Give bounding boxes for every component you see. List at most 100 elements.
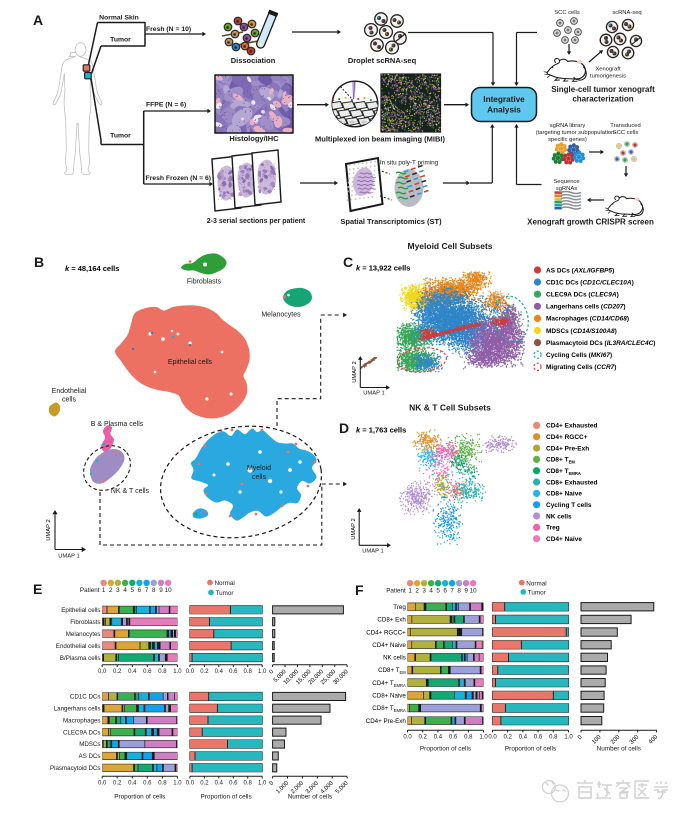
svg-text:0.6: 0.6	[229, 669, 238, 675]
svg-text:NK cells: NK cells	[546, 513, 572, 520]
svg-text:Spatial Transcriptomics (ST): Spatial Transcriptomics (ST)	[340, 217, 442, 226]
svg-text:CD8+ Exhausted: CD8+ Exhausted	[546, 479, 598, 486]
svg-text:B & Plasma cells: B & Plasma cells	[91, 421, 144, 428]
svg-text:0.8: 0.8	[464, 734, 473, 740]
svg-text:9: 9	[159, 587, 163, 594]
svg-text:0.0: 0.0	[98, 781, 107, 787]
svg-text:1: 1	[102, 587, 106, 594]
svg-text:CD4+ RGCC+: CD4+ RGCC+	[546, 434, 588, 441]
svg-text:6: 6	[443, 587, 447, 594]
svg-text:2: 2	[109, 587, 113, 594]
svg-text:UMAP 1: UMAP 1	[362, 549, 383, 555]
svg-text:200: 200	[610, 734, 622, 746]
svg-text:0.2: 0.2	[200, 669, 209, 675]
svg-text:8: 8	[457, 587, 461, 594]
svg-text:UMAP 2: UMAP 2	[46, 519, 52, 540]
svg-text:100: 100	[591, 734, 603, 746]
svg-text:Treg: Treg	[546, 525, 560, 532]
svg-text:CD8+ TEM: CD8+ TEM	[378, 667, 406, 675]
svg-text:Epithelial cells: Epithelial cells	[168, 359, 213, 366]
svg-text:2-3 serial sections per patien: 2-3 serial sections per patient	[207, 218, 306, 225]
svg-text:sgRNAs: sgRNAs	[556, 186, 577, 192]
svg-text:Melanocytes: Melanocytes	[66, 631, 101, 638]
svg-text:3: 3	[116, 587, 120, 594]
svg-text:0.6: 0.6	[449, 734, 458, 740]
svg-text:0.2: 0.2	[504, 734, 513, 740]
svg-text:AS DCs (AXL/IGFBP5): AS DCs (AXL/IGFBP5)	[546, 267, 614, 274]
svg-text:E: E	[33, 581, 42, 597]
svg-text:UMAP 1: UMAP 1	[363, 391, 384, 397]
svg-text:0.0: 0.0	[186, 781, 195, 787]
svg-text:Xenograft growth CRISPR screen: Xenograft growth CRISPR screen	[527, 218, 654, 227]
svg-text:CD4+ TEMRA: CD4+ TEMRA	[372, 680, 406, 688]
svg-text:Number of cells: Number of cells	[597, 746, 641, 753]
svg-text:CD8+ Exh: CD8+ Exh	[377, 617, 406, 624]
svg-text:Fibroblasts: Fibroblasts	[187, 279, 222, 286]
svg-text:CLEC9A DCs (CLEC9A): CLEC9A DCs (CLEC9A)	[546, 292, 619, 299]
svg-text:CD4+ Pre-Exh: CD4+ Pre-Exh	[366, 718, 407, 725]
svg-text:5: 5	[131, 587, 135, 594]
svg-text:Patient: Patient	[80, 587, 100, 594]
svg-text:0.8: 0.8	[158, 781, 167, 787]
svg-text:specific genes): specific genes)	[548, 137, 587, 143]
svg-text:2: 2	[415, 587, 419, 594]
svg-text:1.0: 1.0	[173, 669, 182, 675]
svg-text:sgRNA library: sgRNA library	[550, 123, 586, 129]
svg-text:Myeloid: Myeloid	[247, 465, 271, 472]
svg-text:NK & T Cell Subsets: NK & T Cell Subsets	[409, 403, 491, 413]
svg-text:Single-cell tumor xenograft: Single-cell tumor xenograft	[551, 85, 655, 94]
svg-text:Cycling T cells: Cycling T cells	[546, 502, 592, 509]
svg-text:0: 0	[577, 734, 584, 741]
svg-text:Proportion of cells: Proportion of cells	[114, 794, 165, 801]
svg-text:cells: cells	[62, 397, 77, 404]
svg-text:k = 13,922 cells: k = 13,922 cells	[356, 264, 410, 273]
svg-text:Langerhans cells: Langerhans cells	[54, 706, 101, 713]
svg-text:A: A	[33, 12, 43, 28]
svg-text:Analysis: Analysis	[487, 106, 521, 115]
svg-text:CD8+ Naive: CD8+ Naive	[372, 693, 406, 700]
svg-text:0.0: 0.0	[403, 734, 412, 740]
svg-text:Macrophages: Macrophages	[63, 717, 101, 724]
svg-text:Plasmacytoid DCs (IL3RA/CLEC4C: Plasmacytoid DCs (IL3RA/CLEC4C)	[546, 340, 655, 347]
svg-text:CD4+ Naive: CD4+ Naive	[372, 642, 406, 649]
svg-text:Fibroblasts: Fibroblasts	[70, 619, 100, 626]
svg-text:0.6: 0.6	[143, 781, 152, 787]
svg-text:0.4: 0.4	[128, 669, 137, 675]
svg-text:SCC cells: SCC cells	[613, 130, 639, 136]
svg-text:7: 7	[145, 587, 149, 594]
svg-text:0.8: 0.8	[244, 669, 253, 675]
svg-text:CLEC9A DCs: CLEC9A DCs	[63, 729, 100, 736]
svg-text:Proportion of cells: Proportion of cells	[420, 746, 471, 753]
svg-text:0.6: 0.6	[143, 669, 152, 675]
svg-text:CD8+ TEM: CD8+ TEM	[546, 457, 575, 465]
svg-text:Macrophages (CD14/CD68): Macrophages (CD14/CD68)	[546, 316, 629, 323]
svg-text:CD4+ Exhausted: CD4+ Exhausted	[546, 423, 598, 430]
svg-text:AS DCs: AS DCs	[78, 753, 100, 760]
svg-text:Fresh Frozen (N = 6): Fresh Frozen (N = 6)	[146, 175, 212, 182]
svg-text:0.6: 0.6	[229, 781, 238, 787]
svg-text:0.2: 0.2	[200, 781, 209, 787]
svg-text:Transduced: Transduced	[610, 123, 640, 129]
svg-text:1.0: 1.0	[258, 669, 267, 675]
svg-text:7: 7	[450, 587, 454, 594]
svg-text:0.2: 0.2	[419, 734, 428, 740]
svg-text:Epithelial cells: Epithelial cells	[61, 607, 100, 614]
svg-text:Sequence: Sequence	[553, 179, 579, 185]
svg-text:0.8: 0.8	[549, 734, 558, 740]
svg-text:Myeloid Cell Subsets: Myeloid Cell Subsets	[407, 241, 492, 251]
svg-text:Multiplexed ion beam imaging (: Multiplexed ion beam imaging (MIBI)	[315, 135, 446, 144]
svg-text:tumorigenesis: tumorigenesis	[590, 74, 626, 80]
svg-text:Tumor: Tumor	[110, 37, 131, 44]
svg-text:5: 5	[436, 587, 440, 594]
svg-text:0.4: 0.4	[434, 734, 443, 740]
svg-text:0.8: 0.8	[158, 669, 167, 675]
svg-text:In situ poly-T priming: In situ poly-T priming	[380, 160, 439, 167]
svg-text:Langerhans cells (CD207): Langerhans cells (CD207)	[546, 304, 625, 311]
svg-text:4: 4	[123, 587, 127, 594]
svg-text:Cycling Cells (MKI67): Cycling Cells (MKI67)	[546, 352, 612, 359]
svg-text:0.8: 0.8	[244, 781, 253, 787]
svg-text:9: 9	[464, 587, 468, 594]
svg-text:0.4: 0.4	[215, 781, 224, 787]
svg-text:k = 48,164 cells: k = 48,164 cells	[65, 264, 119, 273]
svg-text:Fresh (N = 10): Fresh (N = 10)	[146, 26, 191, 33]
